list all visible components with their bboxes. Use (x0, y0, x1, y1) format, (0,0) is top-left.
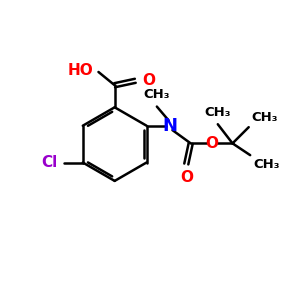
Text: Cl: Cl (41, 155, 58, 170)
Text: CH₃: CH₃ (253, 158, 280, 171)
Text: CH₃: CH₃ (144, 88, 170, 101)
Text: O: O (142, 73, 155, 88)
Text: HO: HO (68, 63, 93, 78)
Text: O: O (206, 136, 218, 151)
Text: CH₃: CH₃ (252, 111, 278, 124)
Text: N: N (163, 117, 178, 135)
Text: O: O (180, 170, 193, 185)
Text: CH₃: CH₃ (205, 106, 231, 119)
